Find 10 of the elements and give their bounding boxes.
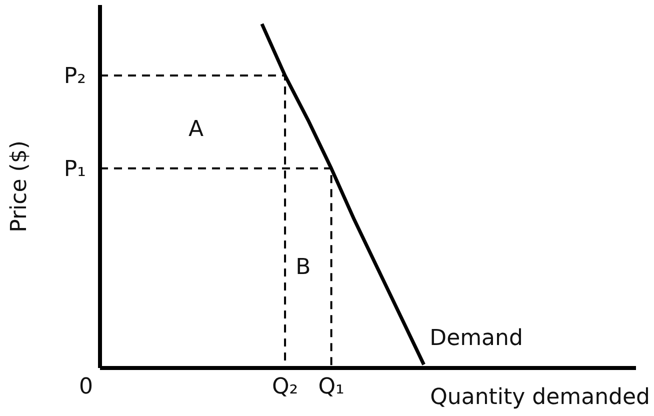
y-axis-title: Price ($)	[7, 140, 32, 232]
x-tick-label: 0	[79, 374, 93, 400]
annotation: B	[296, 255, 311, 280]
annotation: P₁	[64, 157, 86, 182]
x-axis-title: Quantity demanded	[430, 385, 650, 410]
x-tick-label: Q₁	[318, 374, 344, 400]
x-tick-label: Q₂	[272, 374, 298, 400]
annotation: P₂	[64, 64, 86, 90]
annotation: Demand	[430, 326, 523, 351]
annotation: A	[188, 117, 204, 142]
